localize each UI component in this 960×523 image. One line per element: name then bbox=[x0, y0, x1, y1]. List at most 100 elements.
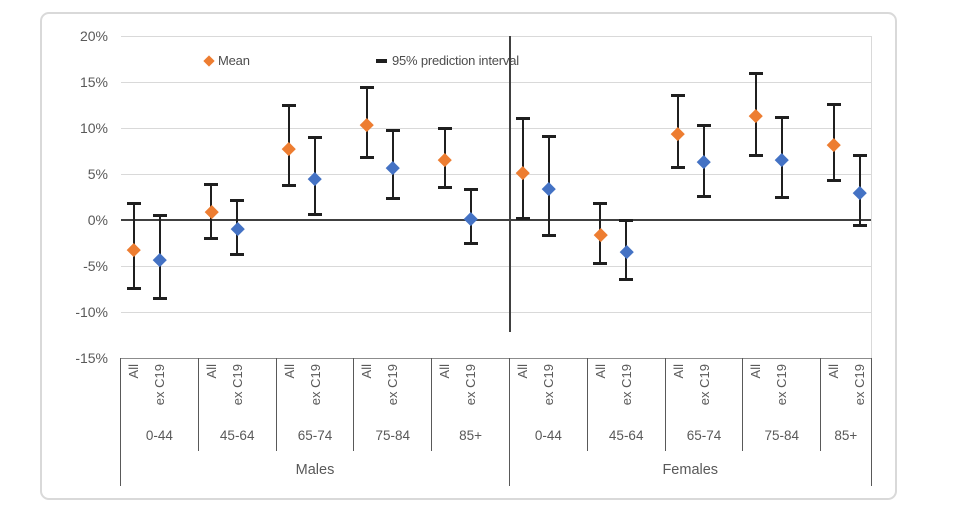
age-label: 45-64 bbox=[608, 428, 644, 443]
mean-legend-marker-icon bbox=[203, 55, 215, 67]
y-tick-label: -10% bbox=[75, 304, 108, 320]
errorbar-cap-bottom bbox=[359, 155, 374, 159]
legend-mean-label: Mean bbox=[218, 53, 250, 68]
mean-diamond-ex-c19 bbox=[152, 252, 167, 267]
group-separator bbox=[275, 358, 277, 451]
age-label: 65-74 bbox=[686, 428, 722, 443]
errorbar-cap-top bbox=[671, 94, 686, 98]
gridline bbox=[120, 81, 871, 83]
series-label: All bbox=[670, 364, 686, 379]
mean-diamond-ex-c19 bbox=[541, 182, 556, 196]
mean-diamond-all bbox=[204, 205, 219, 219]
y-tick-label: -15% bbox=[75, 350, 108, 366]
errorbar-cap-bottom bbox=[774, 195, 789, 199]
zero-line bbox=[120, 219, 871, 221]
errorbar-cap-top bbox=[748, 72, 763, 76]
section-label: Females bbox=[662, 462, 719, 478]
series-label: All bbox=[592, 364, 608, 379]
interval-legend-marker-icon bbox=[376, 59, 387, 63]
section-separator bbox=[120, 358, 121, 486]
group-separator bbox=[742, 358, 744, 451]
series-label: ex C19 bbox=[385, 364, 401, 406]
age-label: 0-44 bbox=[534, 428, 562, 443]
series-label: ex C19 bbox=[463, 364, 479, 406]
errorbar-cap-top bbox=[230, 199, 245, 203]
age-label: 0-44 bbox=[145, 428, 173, 443]
series-label: ex C19 bbox=[541, 364, 556, 406]
errorbar-cap-top bbox=[515, 117, 530, 121]
errorbar-cap-top bbox=[385, 129, 400, 133]
section-label: Males bbox=[295, 462, 335, 478]
errorbar-cap-top bbox=[619, 219, 634, 223]
gridline bbox=[120, 35, 871, 37]
series-label: ex C19 bbox=[307, 364, 323, 406]
group-separator bbox=[820, 358, 822, 451]
gridline bbox=[120, 265, 871, 267]
y-tick-label: 10% bbox=[79, 120, 108, 136]
age-label: 65-74 bbox=[297, 428, 333, 443]
errorbar-cap-top bbox=[852, 154, 867, 158]
series-label: ex C19 bbox=[229, 364, 245, 406]
series-label: All bbox=[203, 364, 219, 379]
mean-diamond-ex-c19 bbox=[386, 160, 400, 175]
series-label: All bbox=[748, 364, 764, 379]
errorbar-cap-bottom bbox=[541, 234, 556, 238]
mean-diamond-all bbox=[826, 137, 841, 152]
mean-diamond-ex-c19 bbox=[697, 155, 711, 169]
errorbar-cap-bottom bbox=[826, 178, 841, 182]
errorbar-cap-bottom bbox=[308, 212, 323, 216]
series-label: All bbox=[826, 364, 842, 379]
y-tick-label: 20% bbox=[79, 28, 108, 44]
errorbar-cap-bottom bbox=[230, 253, 245, 257]
errorbar-cap-top bbox=[204, 182, 219, 186]
age-label: 75-84 bbox=[764, 428, 800, 443]
group-separator bbox=[431, 358, 433, 451]
series-label: All bbox=[281, 364, 297, 379]
gridline bbox=[120, 127, 871, 129]
mean-diamond-all bbox=[671, 126, 685, 141]
errorbar-cap-bottom bbox=[463, 242, 478, 246]
series-label: All bbox=[515, 364, 530, 379]
errorbar-cap-bottom bbox=[515, 216, 530, 220]
legend-interval-label: 95% prediction interval bbox=[392, 53, 519, 68]
age-label: 45-64 bbox=[219, 428, 255, 443]
y-tick-label: 0% bbox=[87, 212, 108, 228]
series-label: ex C19 bbox=[774, 364, 790, 406]
series-label: All bbox=[437, 364, 453, 379]
plot-right-border bbox=[871, 36, 872, 358]
section-divider bbox=[508, 36, 511, 332]
mean-diamond-all bbox=[126, 242, 141, 257]
errorbar-cap-bottom bbox=[385, 197, 400, 201]
y-tick-label: 5% bbox=[87, 166, 108, 182]
group-separator bbox=[353, 358, 355, 451]
errorbar-cap-bottom bbox=[282, 183, 297, 187]
y-tick-label: 15% bbox=[79, 74, 108, 90]
errorbar-cap-bottom bbox=[671, 166, 686, 170]
age-label: 85+ bbox=[459, 428, 483, 443]
errorbar-cap-bottom bbox=[152, 296, 167, 300]
gridline bbox=[120, 173, 871, 175]
chart-frame bbox=[40, 12, 897, 500]
errorbar-cap-bottom bbox=[748, 154, 763, 158]
errorbar-cap-top bbox=[359, 86, 374, 90]
errorbar-cap-top bbox=[593, 201, 608, 205]
mean-diamond-ex-c19 bbox=[852, 185, 867, 200]
errorbar-cap-top bbox=[152, 213, 167, 217]
errorbar-cap-top bbox=[437, 127, 452, 131]
mean-diamond-ex-c19 bbox=[230, 222, 245, 236]
mean-diamond-all bbox=[593, 228, 608, 242]
series-label: ex C19 bbox=[696, 364, 712, 406]
category-axis bbox=[120, 357, 872, 359]
age-label: 85+ bbox=[834, 428, 858, 443]
y-tick-label: -5% bbox=[83, 258, 108, 274]
errorbar-cap-bottom bbox=[593, 261, 608, 265]
age-label: 75-84 bbox=[375, 428, 411, 443]
mean-diamond-ex-c19 bbox=[463, 212, 478, 226]
series-label: ex C19 bbox=[618, 364, 634, 406]
mean-diamond-ex-c19 bbox=[775, 152, 789, 166]
section-separator bbox=[509, 358, 510, 486]
errorbar-cap-bottom bbox=[697, 194, 712, 198]
errorbar-cap-top bbox=[774, 116, 789, 120]
section-separator bbox=[870, 358, 872, 486]
